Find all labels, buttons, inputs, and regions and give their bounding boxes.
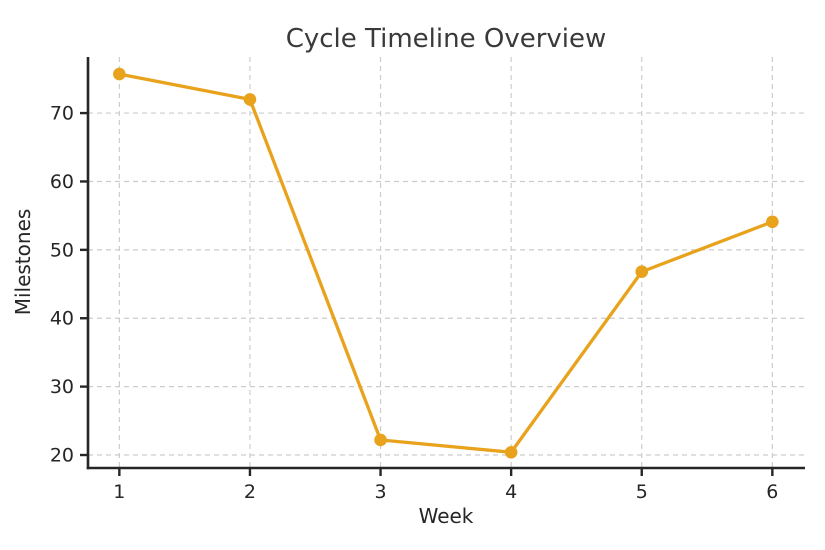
x-tick-label: 6 [766, 481, 778, 503]
data-series [113, 67, 779, 459]
x-axis-label: Week [419, 504, 474, 528]
data-point-marker [635, 265, 649, 279]
data-point-marker [243, 93, 257, 106]
data-point-marker [374, 433, 387, 447]
axis-ticks [80, 111, 774, 476]
x-tick-label: 5 [636, 481, 648, 503]
series-line [117, 72, 774, 454]
data-point-marker [113, 67, 126, 81]
y-tick-label: 30 [50, 376, 74, 398]
y-tick-label: 60 [50, 171, 74, 193]
x-tick-label: 1 [113, 481, 125, 503]
chart-title: Cycle Timeline Overview [286, 24, 607, 54]
x-tick-label: 2 [244, 481, 256, 503]
axis-tick-labels: 20 30 40 50 60 70 1 2 3 4 5 6 [50, 103, 779, 503]
data-point-marker [766, 215, 779, 229]
data-point-marker [504, 445, 518, 459]
x-tick-label: 3 [374, 481, 386, 503]
y-tick-label: 40 [50, 308, 74, 330]
y-tick-label: 20 [50, 445, 74, 467]
y-tick-label: 70 [50, 103, 74, 125]
axes-spines [86, 57, 805, 470]
y-axis-label: Milestones [11, 209, 35, 316]
x-tick-label: 4 [505, 481, 517, 503]
y-tick-label: 50 [50, 239, 74, 261]
grid-lines [88, 57, 805, 468]
